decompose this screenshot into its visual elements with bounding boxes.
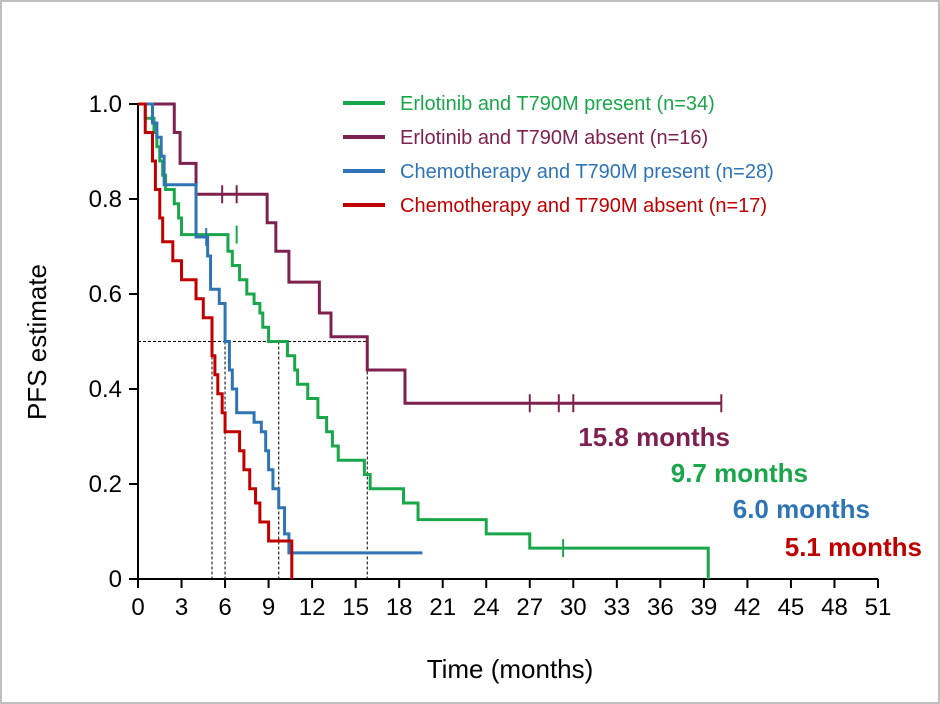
median-labels: 9.7 months 15.8 months 6.0 months 5.1 month…	[578, 422, 922, 562]
step-line	[138, 102, 423, 555]
median-guides	[138, 341, 368, 579]
x-tick-label: 9	[262, 594, 275, 621]
legend-entry: Erlotinib and T790M absent (n=16)	[400, 127, 708, 149]
x-axis-title: Time (months)	[427, 654, 594, 684]
median-label: 6.0 months	[733, 494, 870, 524]
x-tick-label: 6	[218, 594, 231, 621]
median-label: 5.1 months	[785, 532, 922, 562]
x-tick-label: 15	[342, 594, 369, 621]
x-tick-label: 3	[175, 594, 188, 621]
legend-entry: Chemotherapy and T790M absent (n=17)	[400, 195, 767, 217]
x-tick-label: 0	[131, 594, 144, 621]
y-tick-label: 0.6	[89, 281, 122, 308]
series-curve	[138, 102, 423, 555]
x-tick-label: 12	[299, 594, 326, 621]
series-curve	[138, 102, 294, 579]
legend-entry: Chemotherapy and T790M present (n=28)	[400, 161, 774, 183]
axes: 0 3 6 9 12 15 18 21 24 27 30 33 36 39 42 45 48 5100.20.40…	[89, 91, 892, 621]
survival-curves	[138, 102, 723, 579]
x-tick-label: 24	[473, 594, 500, 621]
legend: Erlotinib and T790M present (n=34) Erloti…	[343, 93, 774, 217]
y-tick-label: 0.4	[89, 376, 122, 403]
x-tick-label: 27	[516, 594, 543, 621]
series-curve	[138, 102, 723, 413]
x-tick-label: 45	[778, 594, 805, 621]
y-tick-label: 0.8	[89, 186, 122, 213]
y-tick-label: 0	[109, 566, 122, 593]
x-tick-label: 30	[560, 594, 587, 621]
x-tick-label: 33	[603, 594, 630, 621]
x-tick-label: 36	[647, 594, 674, 621]
x-tick-label: 42	[734, 594, 761, 621]
x-tick-label: 51	[865, 594, 892, 621]
x-tick-label: 18	[386, 594, 413, 621]
median-label: 9.7 months	[671, 458, 808, 488]
step-line	[138, 102, 294, 579]
y-tick-label: 0.2	[89, 471, 122, 498]
legend-entry: Erlotinib and T790M present (n=34)	[400, 93, 715, 115]
median-label: 15.8 months	[578, 422, 730, 452]
x-tick-label: 39	[691, 594, 718, 621]
y-axis-title: PFS estimate	[22, 264, 52, 420]
y-tick-label: 1.0	[89, 91, 122, 118]
step-line	[138, 102, 722, 405]
x-tick-label: 21	[429, 594, 456, 621]
x-tick-label: 48	[821, 594, 848, 621]
